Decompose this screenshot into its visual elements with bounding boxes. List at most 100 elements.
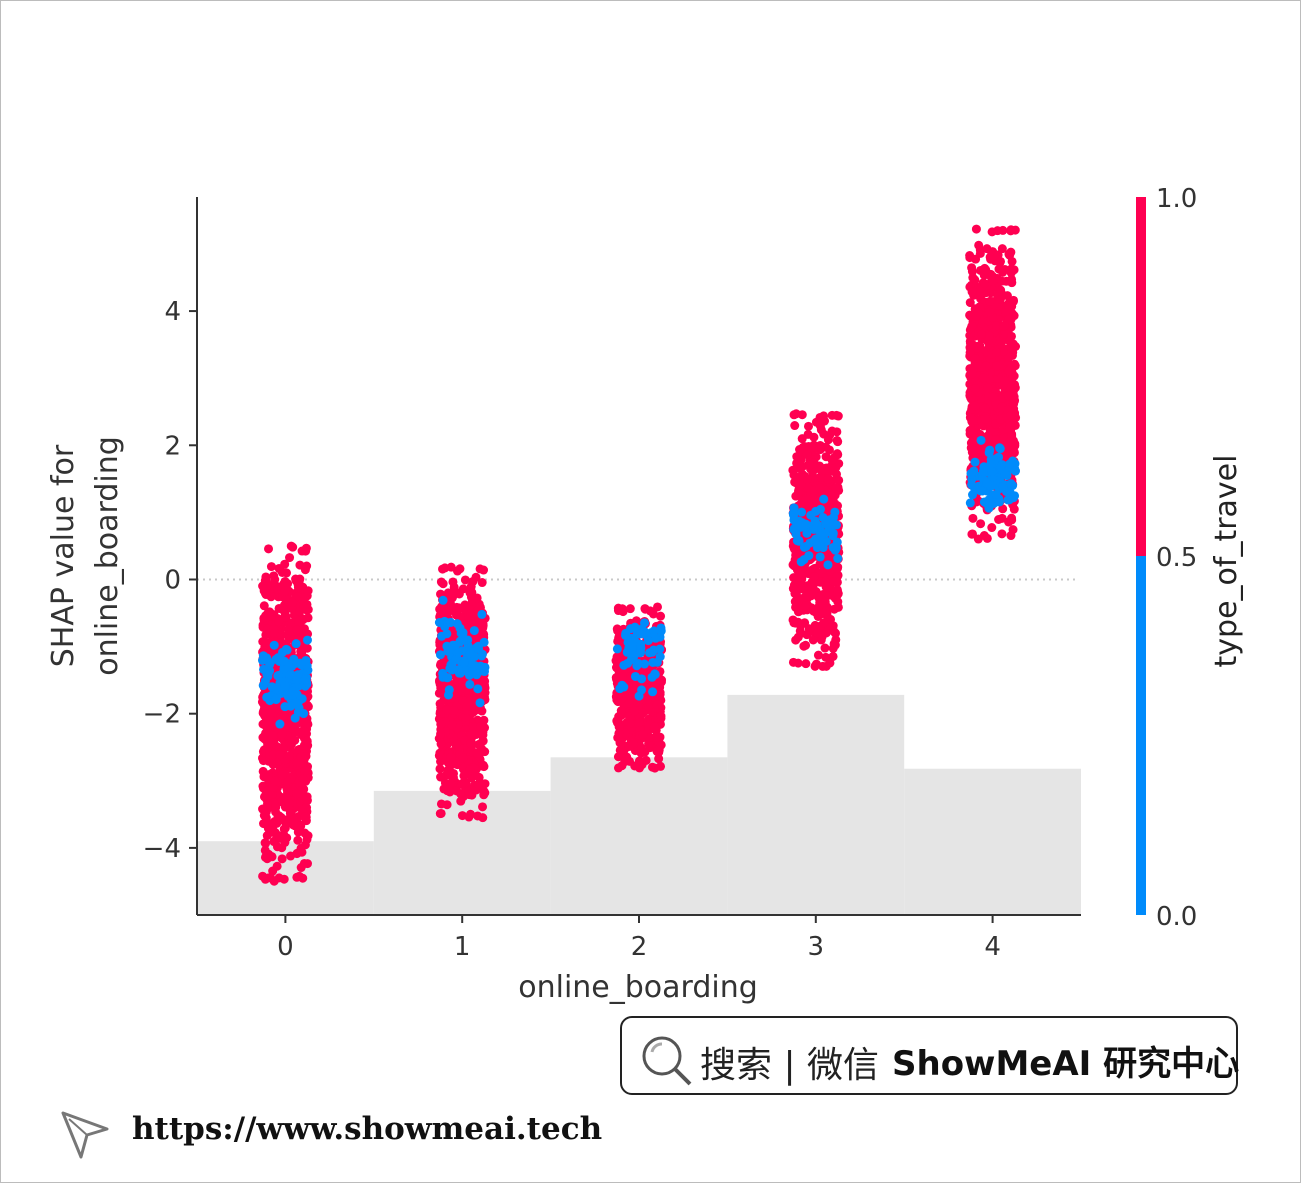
point bbox=[438, 564, 448, 574]
point bbox=[616, 706, 626, 716]
point bbox=[629, 706, 639, 716]
point bbox=[967, 480, 977, 490]
point bbox=[795, 626, 805, 636]
point bbox=[434, 617, 444, 627]
point bbox=[270, 776, 280, 786]
point bbox=[832, 564, 842, 574]
point bbox=[301, 751, 311, 761]
point bbox=[439, 784, 449, 794]
point bbox=[833, 553, 843, 563]
point bbox=[968, 513, 978, 523]
point bbox=[823, 474, 833, 484]
point bbox=[788, 615, 798, 625]
point bbox=[965, 253, 975, 263]
point bbox=[291, 698, 301, 708]
point bbox=[985, 296, 995, 306]
point bbox=[656, 623, 666, 633]
point bbox=[293, 670, 303, 680]
point bbox=[649, 645, 659, 655]
y-axis-label-line2: online_boarding bbox=[90, 436, 125, 676]
point bbox=[258, 733, 268, 743]
point bbox=[992, 361, 1002, 371]
point bbox=[1006, 479, 1016, 489]
point bbox=[968, 415, 978, 425]
point bbox=[274, 563, 284, 573]
y-axis-label-line1: SHAP value for bbox=[46, 444, 81, 667]
point bbox=[977, 329, 987, 339]
point bbox=[296, 730, 306, 740]
point bbox=[293, 707, 303, 717]
point bbox=[266, 562, 276, 572]
point bbox=[470, 652, 480, 662]
point bbox=[288, 686, 298, 696]
search-badge: 搜索 | 微信 ShowMeAI 研究中心 bbox=[620, 1016, 1239, 1095]
x-tick-label: 2 bbox=[631, 932, 648, 962]
point bbox=[435, 764, 445, 774]
point bbox=[637, 685, 647, 695]
point bbox=[442, 673, 452, 683]
point bbox=[435, 809, 445, 819]
point bbox=[819, 494, 829, 504]
point bbox=[810, 516, 820, 526]
point bbox=[292, 789, 302, 799]
point bbox=[642, 695, 652, 705]
point bbox=[820, 643, 830, 653]
point bbox=[458, 753, 468, 763]
point bbox=[792, 458, 802, 468]
point bbox=[831, 543, 841, 553]
point bbox=[978, 466, 988, 476]
point bbox=[448, 577, 458, 587]
point bbox=[991, 348, 1001, 358]
colorbar-tick-label: 1.0 bbox=[1156, 184, 1197, 214]
point bbox=[1006, 411, 1016, 421]
colorbar-ticks: 1.0 0.5 0.0 bbox=[1156, 184, 1197, 932]
point bbox=[997, 244, 1007, 254]
point bbox=[278, 770, 288, 780]
point bbox=[265, 709, 275, 719]
point bbox=[636, 743, 646, 753]
point bbox=[268, 789, 278, 799]
point bbox=[650, 669, 660, 679]
point bbox=[460, 575, 470, 585]
point bbox=[1006, 225, 1016, 235]
point bbox=[269, 750, 279, 760]
point bbox=[832, 435, 842, 445]
point bbox=[457, 779, 467, 789]
point bbox=[265, 607, 275, 617]
point bbox=[970, 401, 980, 411]
point bbox=[437, 631, 447, 641]
point bbox=[625, 604, 635, 614]
point bbox=[300, 565, 310, 575]
colorbar-tick-label: 0.0 bbox=[1156, 902, 1197, 932]
point bbox=[801, 494, 811, 504]
point bbox=[260, 845, 270, 855]
point bbox=[258, 681, 268, 691]
point bbox=[997, 529, 1007, 539]
point bbox=[635, 629, 645, 639]
point bbox=[475, 564, 485, 574]
x-tick-label: 3 bbox=[808, 932, 825, 962]
x-tick-label: 1 bbox=[454, 932, 471, 962]
point bbox=[293, 582, 303, 592]
point bbox=[974, 240, 984, 250]
point bbox=[648, 657, 658, 667]
point bbox=[970, 457, 980, 467]
point bbox=[458, 584, 468, 594]
point bbox=[967, 529, 977, 539]
point bbox=[804, 460, 814, 470]
point bbox=[972, 343, 982, 353]
point bbox=[264, 544, 274, 554]
point bbox=[1006, 268, 1016, 278]
point bbox=[299, 858, 309, 868]
point bbox=[614, 722, 624, 732]
point bbox=[474, 644, 484, 654]
point bbox=[470, 661, 480, 671]
point bbox=[617, 604, 627, 614]
point bbox=[263, 799, 273, 809]
point bbox=[436, 739, 446, 749]
point bbox=[452, 619, 462, 629]
point bbox=[637, 674, 647, 684]
point bbox=[274, 616, 284, 626]
point bbox=[1005, 459, 1015, 469]
point bbox=[790, 421, 800, 431]
